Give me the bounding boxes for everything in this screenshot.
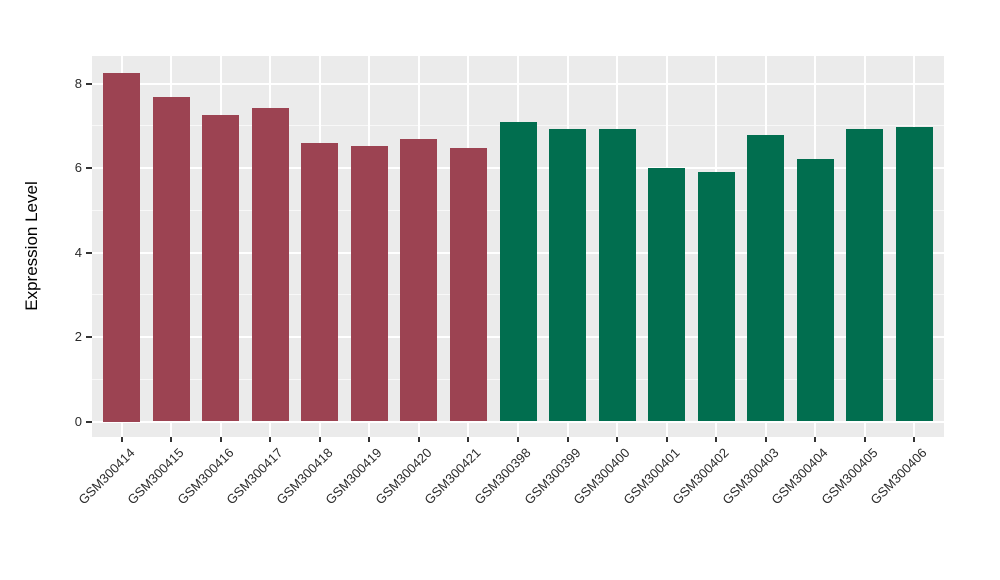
x-tick-mark-GSM300415 [170, 437, 173, 442]
y-tick-label-0: 0 [74, 413, 82, 429]
plot-panel [92, 56, 944, 437]
y-tick-mark-4 [86, 251, 92, 254]
x-tick-mark-GSM300400 [616, 437, 619, 442]
bar-GSM300398 [499, 121, 537, 422]
x-tick-mark-GSM300418 [318, 437, 321, 442]
y-tick-label-8: 8 [74, 75, 82, 91]
bar-GSM300418 [301, 142, 339, 422]
y-tick-label-6: 6 [74, 160, 82, 175]
bar-GSM300402 [697, 171, 735, 422]
x-tick-mark-GSM300417 [269, 437, 272, 442]
y-tick-mark-0 [86, 420, 92, 423]
x-tick-mark-GSM300406 [913, 437, 916, 442]
x-tick-mark-GSM300421 [467, 437, 470, 442]
bar-GSM300421 [449, 147, 487, 422]
bar-GSM300403 [747, 135, 785, 422]
y-tick-label-4: 4 [74, 244, 82, 260]
x-tick-mark-GSM300404 [814, 437, 817, 442]
x-tick-mark-GSM300403 [764, 437, 767, 442]
bar-GSM300400 [598, 129, 636, 422]
y-tick-mark-2 [86, 336, 92, 338]
x-tick-mark-GSM300405 [863, 437, 866, 442]
x-tick-mark-GSM300398 [517, 437, 519, 442]
y-axis-title: Expression Level [22, 181, 41, 311]
x-tick-mark-GSM300419 [368, 437, 371, 442]
bar-GSM300406 [895, 127, 933, 422]
x-tick-mark-GSM300401 [665, 437, 668, 442]
bar-GSM300417 [251, 108, 289, 422]
x-tick-mark-GSM300402 [715, 437, 718, 442]
bar-GSM300415 [152, 97, 190, 422]
bar-GSM300404 [796, 158, 834, 422]
y-tick-mark-8 [86, 82, 92, 85]
bar-GSM300405 [846, 128, 884, 422]
x-tick-mark-GSM300399 [566, 437, 569, 442]
y-tick-mark-6 [86, 167, 92, 169]
x-tick-mark-GSM300416 [219, 437, 222, 442]
bar-GSM300416 [202, 114, 240, 422]
x-tick-mark-GSM300414 [120, 437, 123, 442]
bar-GSM300401 [648, 167, 686, 422]
y-tick-label-2: 2 [74, 329, 82, 344]
x-tick-mark-GSM300420 [417, 437, 420, 442]
bar-GSM300414 [103, 72, 141, 422]
bar-GSM300420 [400, 138, 438, 422]
bar-GSM300419 [350, 145, 388, 422]
bar-GSM300399 [549, 128, 587, 422]
